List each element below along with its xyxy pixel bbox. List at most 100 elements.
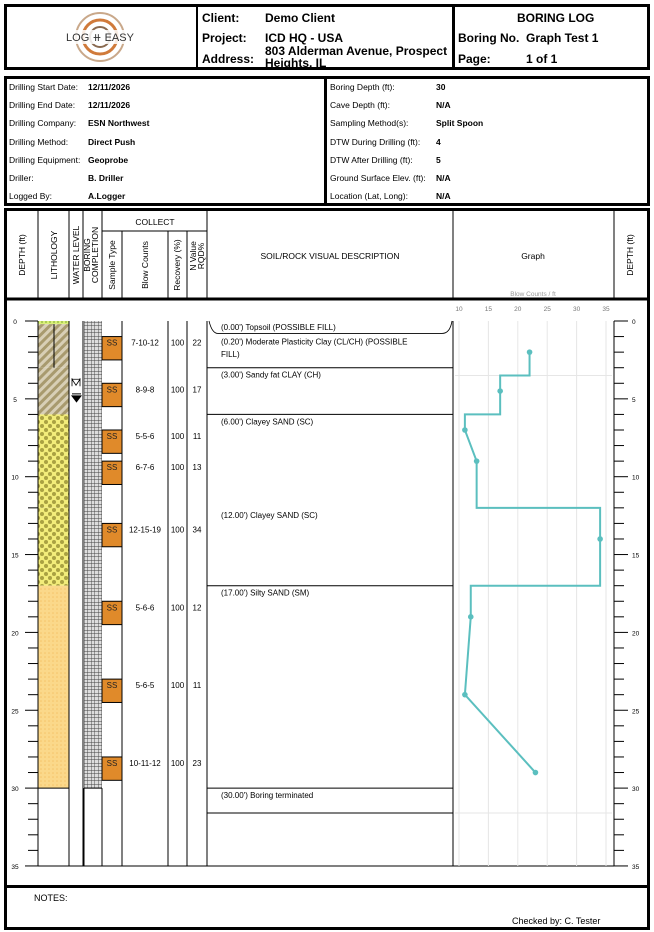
depth-label: 30 [11, 786, 19, 793]
sample-type: SS [107, 681, 118, 690]
info-left-label: Drilling Method: [9, 136, 69, 147]
recovery: 100 [171, 432, 185, 441]
depth-label: 0 [13, 319, 17, 326]
recovery: 100 [171, 385, 185, 394]
lithology-topsoil [38, 321, 69, 325]
depth-label-right: 25 [632, 708, 640, 715]
n-value: 34 [193, 525, 202, 534]
address-label: Address: [202, 52, 255, 66]
info-left-value: 12/11/2026 [88, 100, 131, 111]
graph-point [467, 614, 474, 620]
info-right-value: 30 [436, 82, 446, 92]
col-recovery: Recovery (%) [172, 239, 182, 291]
blow-counts: 5-5-6 [136, 432, 155, 441]
n-value: 11 [193, 681, 202, 690]
info-left-label: Drilling Company: [9, 118, 77, 129]
info-right-value: N/A [436, 191, 451, 202]
depth-label-right: 10 [632, 475, 640, 482]
col-rqd: RQD% [196, 242, 206, 269]
water-level-during-icon [71, 378, 81, 387]
depth-label-right: 35 [632, 864, 640, 871]
sample-type: SS [107, 759, 118, 768]
sample-type: SS [107, 432, 118, 441]
graph-x-tick: 25 [544, 306, 552, 313]
info-right-label: Location (Lat, Long): [330, 191, 408, 202]
n-value: 22 [193, 339, 202, 348]
graph-point [526, 349, 533, 355]
blow-counts: 7-10-12 [131, 339, 159, 348]
col-sample-type: Sample Type [107, 240, 117, 290]
address-value: 803 Alderman Avenue, Prospect Heights, IL [265, 44, 448, 70]
sample-box [101, 522, 123, 548]
blow-counts: 10-11-12 [129, 759, 161, 768]
recovery: 100 [171, 759, 185, 768]
depth-label: 20 [11, 630, 19, 637]
info-left-label: Drilling End Date: [9, 100, 76, 111]
col-boring: BORING [82, 238, 92, 272]
lithology-clayeysand [38, 507, 69, 586]
col-n-value: N Value [188, 241, 198, 271]
checked-by: Checked by: C. Tester [512, 916, 601, 926]
info-right-label: Ground Surface Elev. (ft): [330, 173, 426, 183]
info-left-label: Logged By: [9, 191, 53, 202]
lithology-siltysand [38, 585, 69, 789]
info-left-value: Geoprobe [88, 154, 129, 165]
graph-x-tick: 35 [602, 306, 610, 313]
sample-box [101, 756, 123, 781]
info-left-value: Direct Push [88, 136, 136, 147]
blow-counts: 6-7-6 [136, 463, 155, 472]
graph-x-tick: 30 [573, 306, 581, 313]
boring-completion-fill [84, 321, 102, 789]
depth-label-right: 0 [632, 319, 636, 326]
info-right-value: 5 [436, 154, 441, 165]
strata-description: (0.00') Topsoil (POSSIBLE FILL) [221, 323, 336, 332]
blow-counts: 8-9-8 [136, 385, 155, 394]
strata-description: (6.00') Clayey SAND (SC) [221, 417, 314, 426]
info-left-value: B. Driller [88, 173, 124, 183]
report-title: BORING LOG [517, 11, 595, 25]
col-completion: COMPLETION [90, 227, 100, 283]
n-value: 12 [193, 603, 202, 612]
sample-box [101, 382, 123, 408]
depth-label-right: 30 [632, 786, 640, 793]
info-right-value: Split Spoon [436, 118, 484, 129]
strata-description: (0.20') Moderate Plasticity Clay (CL/CH)… [221, 337, 407, 346]
sample-box [101, 429, 123, 454]
info-right-label: Boring Depth (ft): [330, 82, 395, 92]
n-value: 13 [193, 463, 202, 472]
notes-label: NOTES: [34, 893, 68, 903]
svg-text:LOG ⧺ EASY: LOG ⧺ EASY [66, 32, 135, 44]
info-right-value: 4 [436, 136, 441, 147]
sample-box [101, 336, 123, 361]
info-left-label: Drilling Equipment: [9, 154, 81, 165]
project-label: Project: [202, 31, 247, 45]
recovery: 100 [171, 681, 185, 690]
info-right-value: N/A [436, 173, 451, 183]
depth-label: 5 [13, 397, 17, 404]
strata-description: (30.00') Boring terminated [221, 791, 313, 800]
info-right-label: Sampling Method(s): [330, 118, 409, 129]
info-left-label: Driller: [9, 173, 34, 183]
n-value: 23 [193, 759, 202, 768]
blow-counts: 5-6-6 [136, 603, 155, 612]
water-level-after-icon [71, 393, 82, 403]
strata-description: (12.00') Clayey SAND (SC) [221, 511, 318, 520]
depth-label-right: 5 [632, 397, 636, 404]
notes-box [4, 885, 650, 930]
lithology-clayeysand [38, 414, 69, 508]
drilling-info-box [4, 76, 650, 206]
col-description: SOIL/ROCK VISUAL DESCRIPTION [260, 251, 399, 261]
graph-point [532, 769, 539, 776]
col-graph: Graph [521, 251, 545, 261]
col-depth: DEPTH (ft) [17, 234, 27, 276]
graph-point [462, 427, 468, 433]
graph-point [462, 691, 468, 698]
recovery: 100 [171, 339, 185, 348]
strata-description: FILL) [221, 350, 240, 359]
blow-counts: 12-15-19 [129, 525, 162, 534]
sample-box [101, 460, 123, 485]
col-blow-counts: Blow Counts [140, 241, 150, 289]
col-lithology: LITHOLOGY [49, 230, 59, 279]
depth-label-right: 20 [632, 630, 640, 637]
